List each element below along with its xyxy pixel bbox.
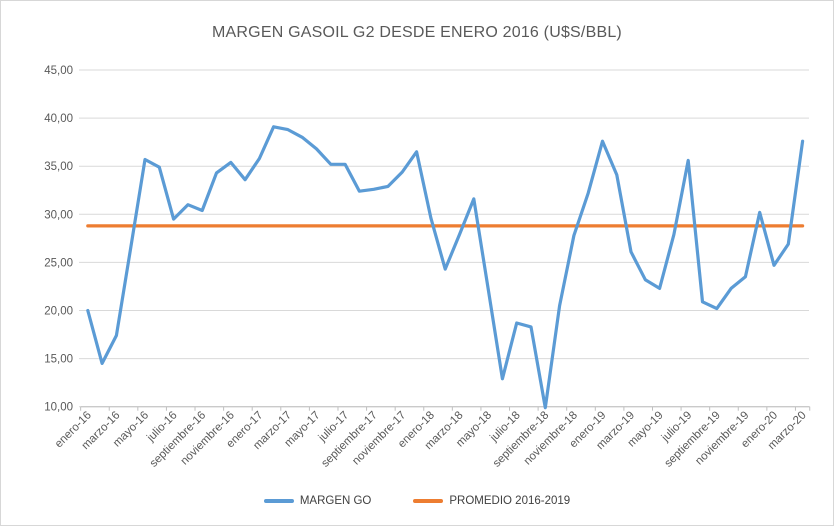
legend-label-margen-go: MARGEN GO [299,495,372,507]
y-axis-label: 25,00 [44,257,73,269]
y-axis-label: 15,00 [44,354,73,366]
margen-go-line [86,125,805,410]
y-axis-label: 20,00 [44,306,73,318]
chart-title: MARGEN GASOIL G2 DESDE ENERO 2016 (U$S/B… [212,24,622,41]
y-axis-label: 35,00 [44,161,73,173]
legend-label-promedio: PROMEDIO 2016-2019 [449,495,571,507]
y-axis-label: 10,00 [44,402,73,414]
y-axis-label: 45,00 [44,65,73,77]
margen-go-line-swatch-icon [263,499,294,503]
y-axis-label: 40,00 [44,113,73,125]
legend-item-promedio[interactable]: PROMEDIO 2016-2019 [413,495,570,507]
legend-item-margen-go[interactable]: MARGEN GO [263,495,372,507]
y-axis-label: 30,00 [44,209,73,221]
legend: MARGEN GO PROMEDIO 2016-2019 [1,495,833,507]
promedio-line-swatch-icon [413,499,444,503]
